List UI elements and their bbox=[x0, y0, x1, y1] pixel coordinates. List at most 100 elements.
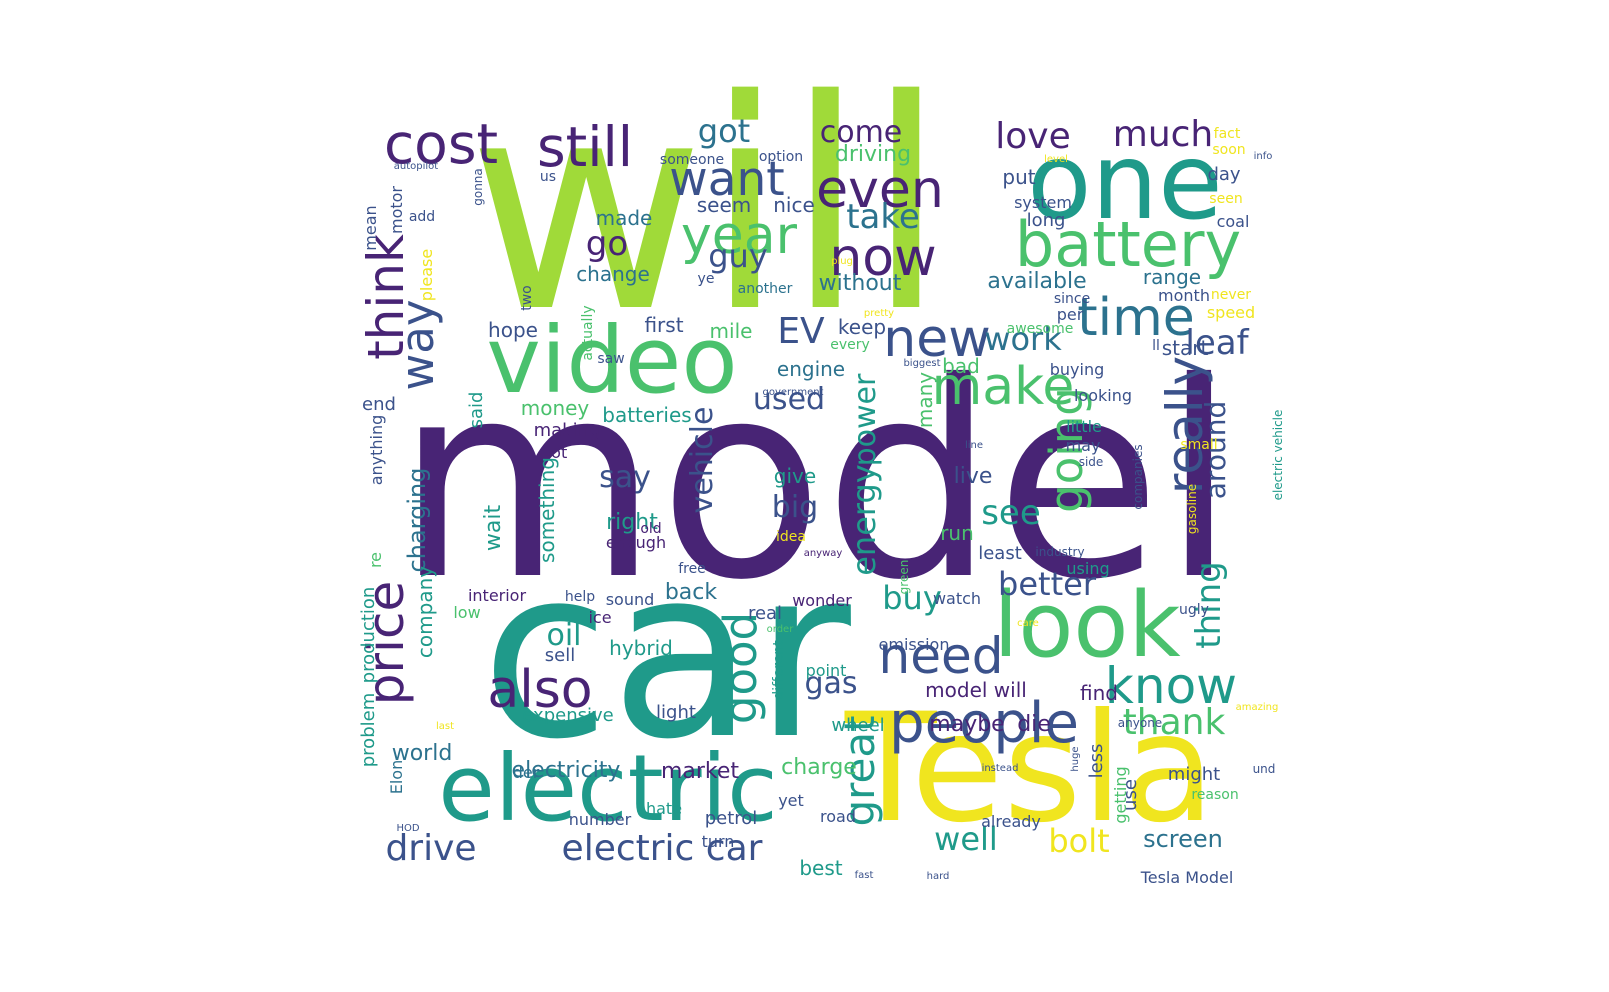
word-autopilot: autopilot bbox=[394, 161, 439, 172]
word-around: around bbox=[1199, 401, 1232, 499]
word-reason: reason bbox=[1191, 787, 1238, 803]
word-fact: fact bbox=[1214, 126, 1241, 142]
word-electricity: electricity bbox=[512, 758, 621, 783]
word-anything: anything bbox=[367, 415, 386, 486]
word-two: two bbox=[519, 285, 535, 311]
word-ice: ice bbox=[588, 608, 611, 627]
word-per: per bbox=[1057, 305, 1084, 324]
word-last: last bbox=[436, 721, 454, 732]
word-thank: thank bbox=[1123, 702, 1226, 743]
word-really: really bbox=[1156, 356, 1214, 494]
word-companies: companies bbox=[1131, 444, 1145, 509]
word-tesla-model: Tesla Model bbox=[1140, 868, 1234, 887]
word-screen: screen bbox=[1143, 825, 1223, 853]
word-option: option bbox=[759, 149, 803, 165]
word-better: better bbox=[998, 565, 1097, 603]
word-electric: electric bbox=[438, 735, 777, 842]
word-market: market bbox=[661, 759, 739, 784]
word-need: need bbox=[879, 627, 1004, 685]
word-now: now bbox=[829, 228, 936, 288]
word-problem: problem bbox=[358, 693, 379, 767]
word-hate: hate bbox=[646, 799, 682, 818]
word-drive: drive bbox=[385, 828, 476, 869]
word-battery: battery bbox=[1015, 208, 1241, 281]
word-find: find bbox=[1080, 681, 1118, 705]
word-side: side bbox=[1079, 455, 1104, 469]
word-please: please bbox=[417, 249, 436, 301]
word-buy: buy bbox=[882, 579, 942, 617]
word-mile: mile bbox=[710, 319, 753, 343]
word-right: right bbox=[606, 510, 658, 535]
word-line: line bbox=[965, 440, 983, 451]
word-ev: EV bbox=[777, 311, 825, 352]
word-der: der bbox=[513, 763, 540, 782]
word-put: put bbox=[1002, 165, 1035, 189]
word-charge: charge bbox=[781, 755, 857, 780]
word-soon: soon bbox=[1212, 142, 1245, 158]
word-seem: seem bbox=[697, 193, 752, 217]
word-coal: coal bbox=[1217, 212, 1250, 231]
word-small: small bbox=[1180, 437, 1217, 453]
word-good: good bbox=[714, 612, 767, 724]
word-wonder: wonder bbox=[792, 591, 852, 610]
word-instead: instead bbox=[982, 763, 1019, 774]
word-biggest: biggest bbox=[903, 358, 940, 369]
word-back: back bbox=[665, 580, 718, 605]
word-real: real bbox=[748, 603, 782, 624]
word-info: info bbox=[1254, 151, 1273, 162]
word-every: every bbox=[830, 337, 870, 353]
word-electric-vehicle: electric vehicle bbox=[1271, 410, 1285, 501]
word-long: long bbox=[1027, 210, 1066, 231]
word-cost: cost bbox=[384, 112, 498, 176]
word-know: know bbox=[1105, 657, 1237, 715]
word-money: money bbox=[521, 396, 590, 420]
word-tesla: Tesla bbox=[844, 682, 1215, 856]
word-number: number bbox=[569, 810, 632, 829]
word-driving: driving bbox=[835, 142, 911, 167]
word-run: run bbox=[940, 521, 974, 545]
word-maybe: maybe bbox=[929, 712, 1004, 737]
word-help: help bbox=[565, 589, 595, 605]
word-used: used bbox=[753, 382, 825, 417]
word-power: power bbox=[848, 373, 883, 466]
word-production: production bbox=[358, 587, 379, 684]
word-someone: someone bbox=[660, 152, 724, 168]
word-petrol: petrol bbox=[705, 808, 758, 829]
word-take: take bbox=[846, 197, 920, 237]
word-people: people bbox=[889, 691, 1079, 756]
word-fast: fast bbox=[855, 870, 874, 881]
word-wait: wait bbox=[481, 505, 506, 552]
word-since: since bbox=[1054, 291, 1090, 307]
word-free: free bbox=[678, 561, 706, 577]
word-motor: motor bbox=[387, 186, 406, 234]
word-still: still bbox=[537, 115, 633, 179]
word-time: time bbox=[1077, 288, 1194, 348]
word-sell: sell bbox=[545, 645, 575, 666]
word-range: range bbox=[1143, 265, 1201, 289]
word-charging: charging bbox=[403, 468, 431, 573]
word-make: make bbox=[932, 357, 1075, 417]
word-give: give bbox=[774, 464, 816, 488]
word-leaf: leaf bbox=[1185, 323, 1249, 363]
word-available: available bbox=[987, 269, 1086, 294]
word-wheel: wheel bbox=[831, 715, 884, 736]
word-amazing: amazing bbox=[1236, 702, 1279, 713]
word-first: first bbox=[644, 313, 683, 337]
word-elon: Elon bbox=[387, 760, 406, 794]
word-well: well bbox=[934, 820, 998, 858]
word-vehicle: vehicle bbox=[685, 407, 720, 514]
word-making: making bbox=[534, 420, 601, 441]
word-way: way bbox=[391, 299, 444, 390]
word-bad: bad bbox=[942, 354, 980, 378]
word-saw: saw bbox=[597, 351, 624, 367]
word-interior: interior bbox=[468, 586, 527, 605]
word-look: look bbox=[993, 573, 1180, 678]
word-different: different bbox=[771, 640, 787, 700]
word-road: road bbox=[820, 807, 856, 826]
word-government: government bbox=[763, 387, 824, 398]
word-want: want bbox=[669, 152, 784, 207]
word-und: und bbox=[1253, 762, 1276, 776]
word-turn: turn bbox=[702, 832, 735, 851]
word-electric-car: electric car bbox=[562, 828, 763, 869]
